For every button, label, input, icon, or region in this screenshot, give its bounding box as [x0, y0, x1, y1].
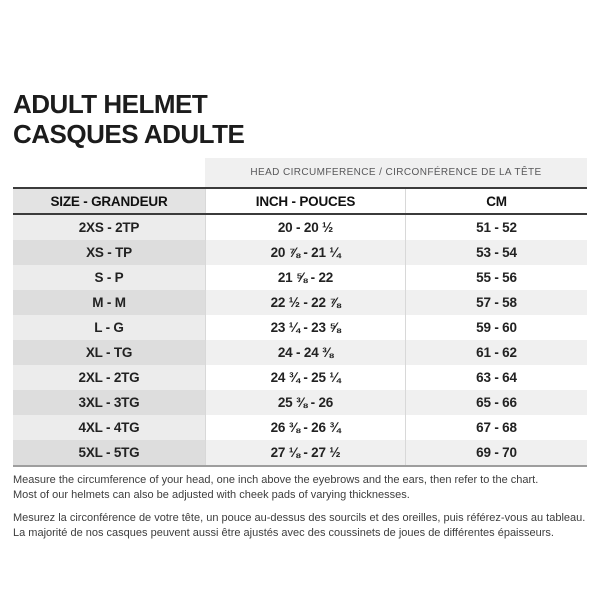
cell-size: 2XS - 2TP	[13, 215, 205, 240]
page-title: ADULT HELMET CASQUES ADULTE	[13, 89, 245, 149]
cell-inch: 22 ½ - 22 ⅞	[205, 290, 405, 315]
cell-cm: 57 - 58	[405, 290, 587, 315]
cell-inch: 20 - 20 ½	[205, 215, 405, 240]
page-title-line-fr: CASQUES ADULTE	[13, 119, 245, 149]
table-row: XL - TG 24 - 24 ⅜ 61 - 62	[13, 340, 587, 365]
table-row: 2XL - 2TG 24 ¾ - 25 ¼ 63 - 64	[13, 365, 587, 390]
table-row: L - G 23 ¼ - 23 ⅝ 59 - 60	[13, 315, 587, 340]
cell-cm: 65 - 66	[405, 390, 587, 415]
note-line-fr-1: Mesurez la circonférence de votre tête, …	[13, 512, 586, 524]
header-cm: CM	[405, 189, 587, 213]
cell-cm: 55 - 56	[405, 265, 587, 290]
cell-cm: 69 - 70	[405, 440, 587, 465]
cell-cm: 53 - 54	[405, 240, 587, 265]
head-circumference-label: HEAD CIRCUMFERENCE / CIRCONFÉRENCE DE LA…	[250, 167, 542, 178]
cell-size: XL - TG	[13, 340, 205, 365]
cell-cm: 67 - 68	[405, 415, 587, 440]
measurement-notes: Measure the circumference of your head, …	[13, 473, 595, 549]
table-row: 3XL - 3TG 25 ⅜ - 26 65 - 66	[13, 390, 587, 415]
cell-cm: 59 - 60	[405, 315, 587, 340]
cell-cm: 51 - 52	[405, 215, 587, 240]
table-row: 4XL - 4TG 26 ⅜ - 26 ¾ 67 - 68	[13, 415, 587, 440]
header-size: SIZE - GRANDEUR	[13, 189, 205, 213]
note-line-fr-2: La majorité de nos casques peuvent aussi…	[13, 526, 554, 539]
notes-english: Measure the circumference of your head, …	[13, 473, 595, 502]
cell-inch: 20 ⅞ - 21 ¼	[205, 240, 405, 265]
table-row: 2XS - 2TP 20 - 20 ½ 51 - 52	[13, 215, 587, 240]
head-circumference-band: HEAD CIRCUMFERENCE / CIRCONFÉRENCE DE LA…	[205, 158, 587, 187]
table-header-row: SIZE - GRANDEUR INCH - POUCES CM	[13, 189, 587, 215]
cell-size: L - G	[13, 315, 205, 340]
cell-inch: 21 ⅝ - 22	[205, 265, 405, 290]
cell-cm: 61 - 62	[405, 340, 587, 365]
note-line-en-2: Most of our helmets can also be adjusted…	[13, 488, 410, 501]
cell-size: 3XL - 3TG	[13, 390, 205, 415]
table-row: S - P 21 ⅝ - 22 55 - 56	[13, 265, 587, 290]
table-row: 5XL - 5TG 27 ⅛ - 27 ½ 69 - 70	[13, 440, 587, 465]
notes-french: Mesurez la circonférence de votre tête, …	[13, 511, 595, 540]
cell-inch: 24 ¾ - 25 ¼	[205, 365, 405, 390]
cell-size: 5XL - 5TG	[13, 440, 205, 465]
cell-inch: 27 ⅛ - 27 ½	[205, 440, 405, 465]
page-title-line-en: ADULT HELMET	[13, 89, 208, 119]
cell-size: 2XL - 2TG	[13, 365, 205, 390]
table-row: M - M 22 ½ - 22 ⅞ 57 - 58	[13, 290, 587, 315]
cell-inch: 25 ⅜ - 26	[205, 390, 405, 415]
cell-size: XS - TP	[13, 240, 205, 265]
table-row: XS - TP 20 ⅞ - 21 ¼ 53 - 54	[13, 240, 587, 265]
note-line-en-1: Measure the circumference of your head, …	[13, 474, 539, 486]
cell-inch: 26 ⅜ - 26 ¾	[205, 415, 405, 440]
header-inch: INCH - POUCES	[205, 189, 405, 213]
cell-size: M - M	[13, 290, 205, 315]
cell-cm: 63 - 64	[405, 365, 587, 390]
size-table: SIZE - GRANDEUR INCH - POUCES CM 2XS - 2…	[13, 187, 587, 467]
cell-size: S - P	[13, 265, 205, 290]
cell-inch: 24 - 24 ⅜	[205, 340, 405, 365]
cell-size: 4XL - 4TG	[13, 415, 205, 440]
cell-inch: 23 ¼ - 23 ⅝	[205, 315, 405, 340]
